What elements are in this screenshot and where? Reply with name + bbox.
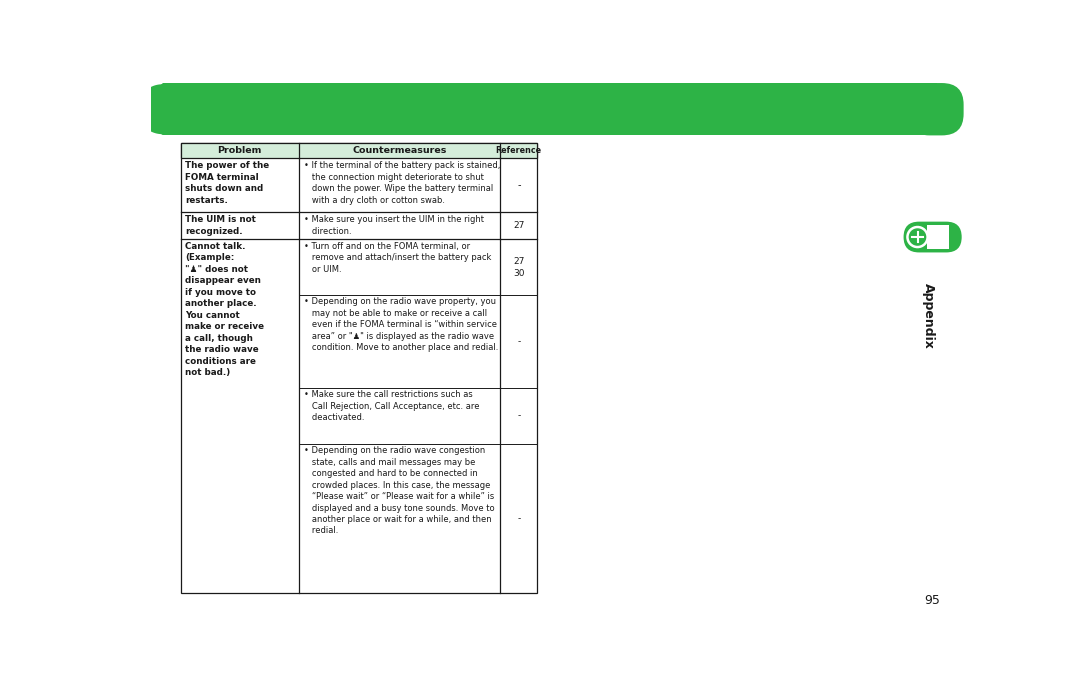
Bar xyxy=(134,83,173,136)
Text: Countermeasures: Countermeasures xyxy=(353,146,446,155)
Bar xyxy=(927,226,948,248)
Text: • Make sure you insert the UIM in the right
   direction.: • Make sure you insert the UIM in the ri… xyxy=(304,215,484,235)
Text: The UIM is not
recognized.: The UIM is not recognized. xyxy=(185,215,256,235)
Text: 27
30: 27 30 xyxy=(513,257,525,278)
Text: • If the terminal of the battery pack is stained,
   the connection might deteri: • If the terminal of the battery pack is… xyxy=(304,161,501,205)
Text: Cannot talk.
(Example:
"♟" does not
disappear even
if you move to
another place.: Cannot talk. (Example: "♟" does not disa… xyxy=(185,242,263,377)
Text: • Turn off and on the FOMA terminal, or
   remove and attach/insert the battery : • Turn off and on the FOMA terminal, or … xyxy=(304,242,491,274)
Text: Problem: Problem xyxy=(217,146,262,155)
Text: • Depending on the radio wave property, you
   may not be able to make or receiv: • Depending on the radio wave property, … xyxy=(304,298,499,352)
Bar xyxy=(909,83,936,136)
Text: -: - xyxy=(517,514,520,523)
Text: -: - xyxy=(517,337,520,346)
Text: The power of the
FOMA terminal
shuts down and
restarts.: The power of the FOMA terminal shuts dow… xyxy=(185,161,269,205)
Bar xyxy=(181,143,538,158)
Text: Reference: Reference xyxy=(496,146,542,155)
FancyBboxPatch shape xyxy=(904,221,962,253)
Bar xyxy=(181,143,538,593)
FancyBboxPatch shape xyxy=(907,83,963,136)
Text: Appendix: Appendix xyxy=(922,283,935,349)
Text: -: - xyxy=(517,181,520,190)
Text: -: - xyxy=(517,412,520,421)
Text: • Make sure the call restrictions such as
   Call Rejection, Call Acceptance, et: • Make sure the call restrictions such a… xyxy=(304,390,479,422)
Text: • Depending on the radio wave congestion
   state, calls and mail messages may b: • Depending on the radio wave congestion… xyxy=(304,446,494,536)
Text: 95: 95 xyxy=(924,594,941,607)
Bar xyxy=(152,83,929,136)
Text: 27: 27 xyxy=(513,221,525,230)
